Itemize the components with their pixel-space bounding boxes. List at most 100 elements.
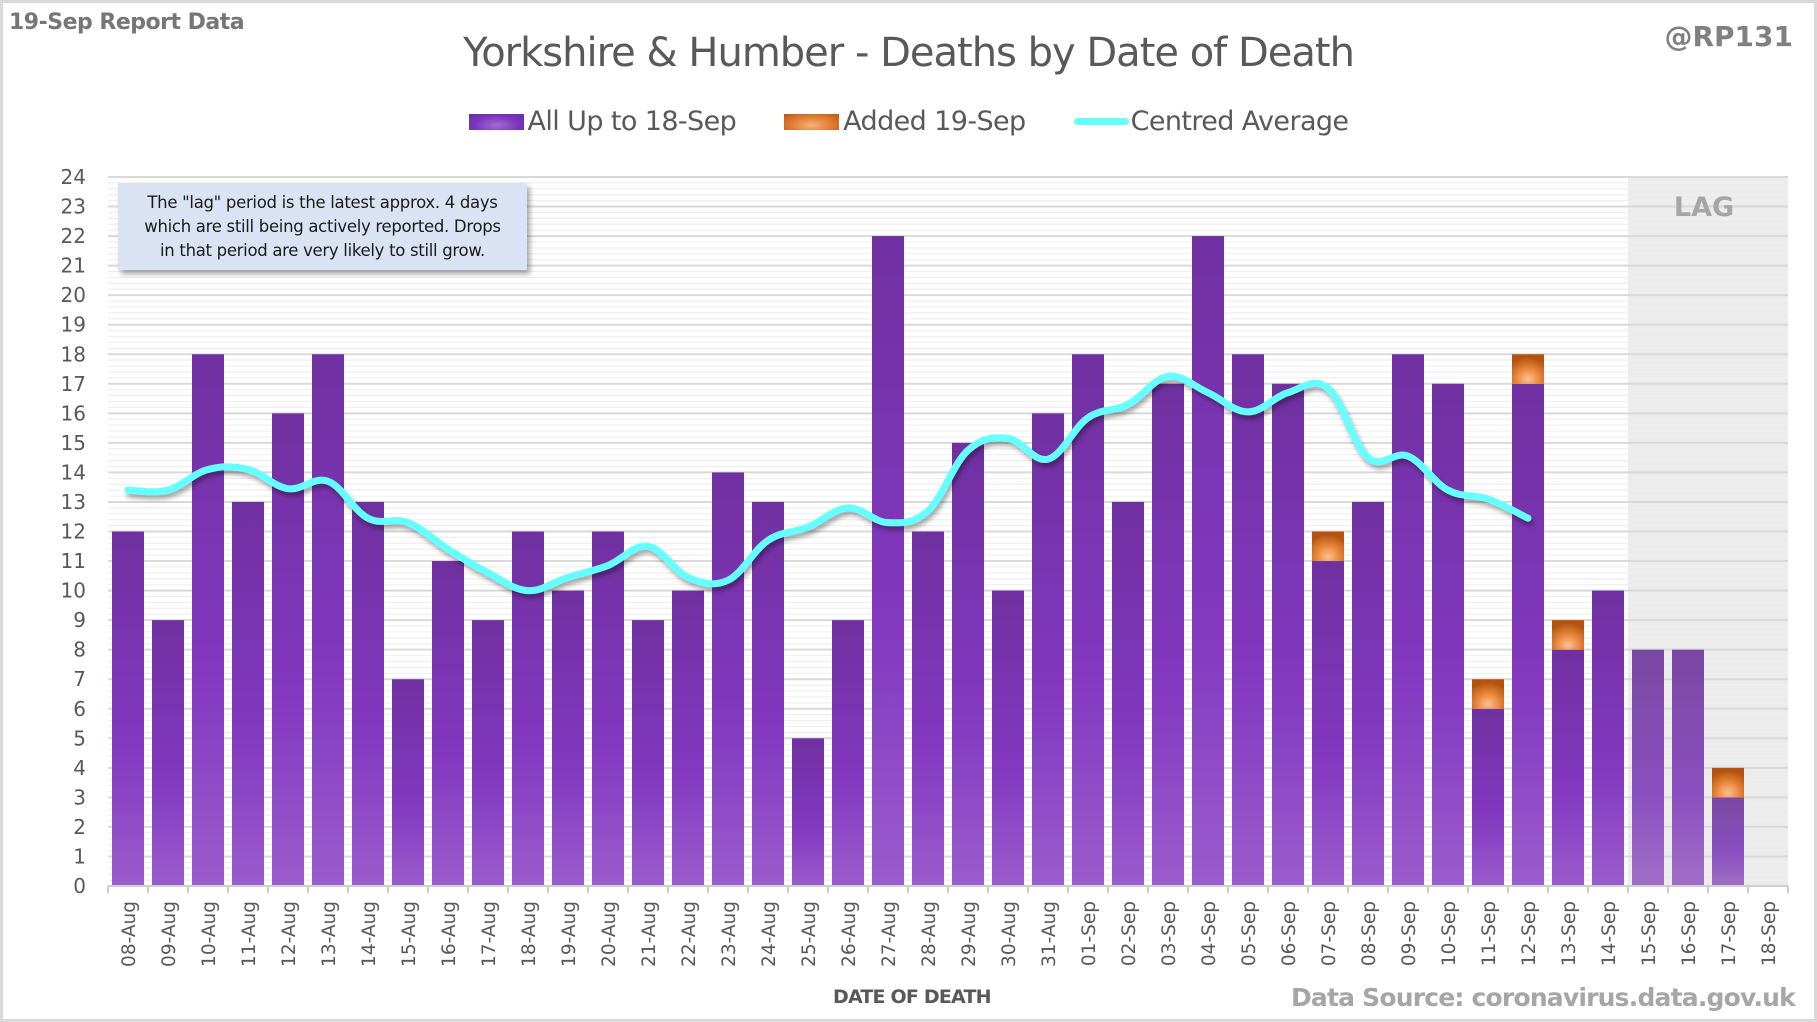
x-tick-label: 15-Aug <box>399 901 420 967</box>
bar-all-up-to-18-sep <box>752 501 784 886</box>
x-tick-label: 01-Sep <box>1079 901 1100 966</box>
bar-all-up-to-18-sep <box>1192 236 1224 887</box>
bar-all-up-to-18-sep <box>1632 649 1664 886</box>
y-tick-label: 7 <box>73 667 86 691</box>
x-tick-label: 17-Aug <box>479 901 500 967</box>
bar-all-up-to-18-sep <box>1392 354 1424 886</box>
note-line: which are still being actively reported.… <box>144 216 501 236</box>
x-tick-label: 25-Aug <box>799 901 820 967</box>
y-tick-label: 6 <box>73 697 86 721</box>
legend-item-all-up-to: All Up to 18-Sep <box>468 106 737 137</box>
legend-swatch-purple <box>468 113 524 130</box>
data-source-label: Data Source: coronavirus.data.gov.uk <box>1290 983 1796 1012</box>
x-tick-label: 23-Aug <box>719 901 740 967</box>
bar-all-up-to-18-sep <box>432 561 464 886</box>
bar-all-up-to-18-sep <box>672 590 704 886</box>
x-tick-label: 09-Sep <box>1399 901 1420 966</box>
y-tick-label: 20 <box>61 283 86 307</box>
y-tick-label: 0 <box>73 874 86 898</box>
x-tick-label: 11-Aug <box>239 901 260 967</box>
legend-item-centred-average: Centred Average <box>1073 106 1349 137</box>
x-tick-label: 20-Aug <box>599 901 620 967</box>
bar-all-up-to-18-sep <box>152 620 184 886</box>
bar-all-up-to-18-sep <box>1072 354 1104 886</box>
x-tick-label: 29-Aug <box>959 901 980 967</box>
x-tick-label: 14-Aug <box>359 901 380 967</box>
x-tick-label: 16-Sep <box>1679 901 1700 966</box>
x-tick-label: 31-Aug <box>1039 901 1060 967</box>
x-tick-label: 13-Sep <box>1559 901 1580 966</box>
x-tick-label: 15-Sep <box>1639 901 1660 966</box>
x-tick-label: 18-Sep <box>1759 901 1780 966</box>
note-line: in that period are very likely to still … <box>160 240 485 260</box>
x-tick-label: 30-Aug <box>999 901 1020 967</box>
x-tick-label: 11-Sep <box>1479 901 1500 966</box>
y-tick-label: 18 <box>61 342 86 366</box>
bar-all-up-to-18-sep <box>1112 501 1144 886</box>
legend-item-added: Added 19-Sep <box>784 106 1026 137</box>
y-tick-label: 15 <box>61 431 86 455</box>
x-tick-label: 14-Sep <box>1599 901 1620 966</box>
chart-title: Yorkshire & Humber - Deaths by Date of D… <box>463 30 1355 76</box>
bar-all-up-to-18-sep <box>1672 649 1704 886</box>
bar-all-up-to-18-sep <box>992 590 1024 886</box>
report-date-label: 19-Sep Report Data <box>9 10 245 35</box>
x-tick-label: 24-Aug <box>759 901 780 967</box>
x-tick-label: 21-Aug <box>639 901 660 967</box>
y-tick-label: 14 <box>61 460 86 484</box>
bar-all-up-to-18-sep <box>1592 590 1624 886</box>
y-tick-label: 5 <box>73 726 86 750</box>
bar-all-up-to-18-sep <box>232 501 264 886</box>
bar-all-up-to-18-sep <box>1512 383 1544 886</box>
bar-all-up-to-18-sep <box>312 354 344 886</box>
lag-note-box: The "lag" period is the latest approx. 4… <box>118 183 527 270</box>
bar-all-up-to-18-sep <box>632 620 664 886</box>
centred-average-line <box>124 372 1532 595</box>
bar-added-19-sep <box>1512 354 1544 384</box>
x-tick-label: 12-Sep <box>1519 901 1540 966</box>
bar-all-up-to-18-sep <box>1272 383 1304 886</box>
y-tick-label: 8 <box>73 638 86 662</box>
y-tick-label: 23 <box>61 195 86 219</box>
bar-all-up-to-18-sep <box>712 472 744 886</box>
y-tick-label: 22 <box>61 224 86 248</box>
bar-all-up-to-18-sep <box>552 590 584 886</box>
bar-all-up-to-18-sep <box>1152 383 1184 886</box>
y-tick-label: 21 <box>61 254 86 278</box>
y-tick-label: 3 <box>73 785 86 809</box>
x-tick-label: 04-Sep <box>1199 901 1220 966</box>
x-tick-label: 02-Sep <box>1119 901 1140 966</box>
y-tick-label: 2 <box>73 815 86 839</box>
note-line: The "lag" period is the latest approx. 4… <box>147 192 498 212</box>
bar-added-19-sep <box>1312 531 1344 562</box>
bar-all-up-to-18-sep <box>1232 354 1264 886</box>
y-tick-label: 12 <box>61 520 86 544</box>
legend-swatch-line <box>1073 118 1129 125</box>
x-tick-label: 13-Aug <box>319 901 340 967</box>
x-tick-label: 10-Sep <box>1439 901 1460 966</box>
x-tick-label: 27-Aug <box>879 901 900 967</box>
bar-all-up-to-18-sep <box>1552 649 1584 886</box>
x-tick-label: 19-Aug <box>559 901 580 967</box>
x-tick-label: 09-Aug <box>159 901 180 967</box>
y-tick-label: 4 <box>73 756 86 780</box>
legend-label: Added 19-Sep <box>843 106 1026 137</box>
legend-label: Centred Average <box>1130 106 1349 137</box>
y-tick-label: 9 <box>73 608 86 632</box>
x-tick-label: 08-Aug <box>119 901 140 967</box>
bar-all-up-to-18-sep <box>912 531 944 886</box>
y-tick-label: 24 <box>61 165 86 189</box>
bar-all-up-to-18-sep <box>1032 413 1064 886</box>
chart-legend: All Up to 18-Sep Added 19-Sep Centred Av… <box>0 106 1817 137</box>
x-tick-label: 05-Sep <box>1239 901 1260 966</box>
bar-all-up-to-18-sep <box>352 501 384 886</box>
lag-region-label: LAG <box>1673 192 1735 223</box>
y-tick-label: 10 <box>61 579 86 603</box>
bar-all-up-to-18-sep <box>192 354 224 886</box>
legend-swatch-orange <box>784 113 840 130</box>
bar-all-up-to-18-sep <box>832 620 864 886</box>
x-tick-label: 12-Aug <box>279 901 300 967</box>
x-tick-label: 08-Sep <box>1359 901 1380 966</box>
bar-added-19-sep <box>1472 679 1504 709</box>
